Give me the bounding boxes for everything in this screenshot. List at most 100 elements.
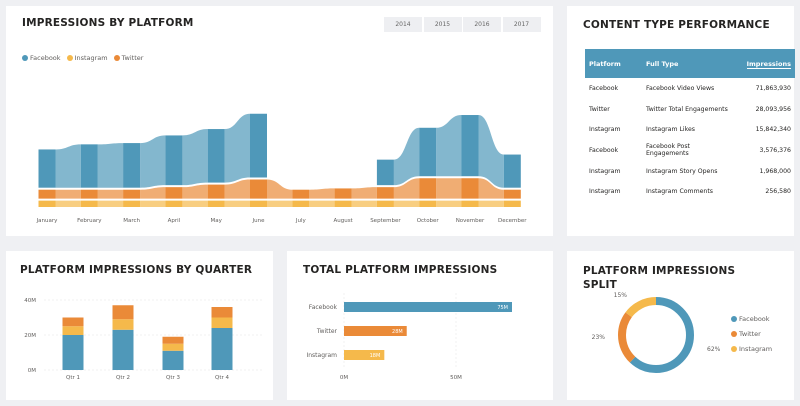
bar-instagram — [419, 200, 437, 207]
split-legend-twitter[interactable]: Twitter — [731, 326, 772, 341]
bar-facebook — [162, 350, 184, 370]
split-dot-facebook — [731, 315, 737, 322]
ribbon-twitter — [267, 179, 293, 199]
split-label-instagram: Instagram — [739, 344, 773, 353]
total-chart: Facebook 75M Twitter 28M Instagram 18M 0M 50M — [306, 293, 512, 381]
table-row[interactable]: Instagram Instagram Comments 256,580 — [585, 181, 795, 202]
table-row[interactable]: Twitter Twitter Total Engagements 28,093,9… — [585, 99, 795, 120]
split-legend-facebook[interactable]: Facebook — [731, 311, 772, 326]
y-tick-label: 40M — [24, 298, 36, 304]
year-tab-2016[interactable]: 2016 — [463, 17, 501, 32]
bar-twitter — [461, 178, 479, 199]
ribbon-instagram — [478, 200, 504, 207]
col-header-platform[interactable]: Platform — [585, 49, 642, 78]
slice-label-twitter: 23% — [592, 334, 606, 341]
ribbon-instagram — [182, 200, 208, 207]
slice-label-facebook: 62% — [707, 346, 721, 353]
ribbon-instagram — [267, 200, 293, 207]
bar-facebook — [112, 329, 134, 370]
ribbon-twitter — [97, 189, 124, 199]
slice-label-instagram: 15% — [614, 292, 628, 299]
x-tick-label: August — [333, 218, 353, 224]
ribbon-facebook — [182, 129, 208, 186]
table-row[interactable]: Facebook Facebook Post Engagements 3,576,3… — [585, 140, 795, 161]
donut-chart: 62% 23% 15% — [592, 292, 721, 373]
x-tick-label: Qtr 4 — [215, 375, 229, 381]
content-table: Platform Full Type Impressions Facebook F… — [585, 49, 795, 202]
table-row[interactable]: Instagram Instagram Story Opens 1,968,000 — [585, 161, 795, 182]
ribbon-twitter — [478, 178, 504, 199]
bar-instagram — [334, 200, 352, 207]
ribbon-chart: January February March April May June July Augu… — [36, 113, 527, 224]
bar-twitter — [165, 187, 183, 199]
split-dot-twitter — [731, 330, 737, 337]
bar-facebook — [503, 154, 521, 188]
bar-facebook — [419, 127, 437, 177]
legend-item-twitter[interactable]: Twitter — [113, 54, 144, 62]
y-tick-label: 20M — [24, 333, 36, 339]
legend-item-instagram[interactable]: Instagram — [66, 54, 108, 62]
impressions-card-title: IMPRESSIONS BY PLATFORM — [22, 17, 194, 29]
slice-twitter — [618, 297, 694, 373]
bar-twitter — [376, 187, 394, 199]
table-row[interactable]: Instagram Instagram Likes 15,842,340 — [585, 119, 795, 140]
cell-impressions: 71,863,930 — [755, 84, 791, 92]
data-label: 28M — [392, 329, 403, 335]
year-slicer: 2014 2015 2016 2017 — [384, 17, 542, 32]
ribbon-instagram — [436, 200, 462, 207]
split-card-title: PLATFORM IMPRESSIONS SPLIT — [583, 264, 735, 292]
table-row[interactable]: Facebook Facebook Video Views 71,863,930 — [585, 78, 795, 99]
year-tab-2017[interactable]: 2017 — [502, 17, 541, 32]
quarter-chart: 0M 20M 40M Qtr 1 Qtr 2 Qtr 3 Qtr 4 — [24, 298, 262, 381]
ribbon-instagram — [309, 200, 335, 207]
legend-item-facebook[interactable]: Facebook — [22, 54, 61, 62]
slice-instagram — [618, 297, 694, 373]
ribbon-instagram — [55, 200, 81, 207]
bar-instagram — [250, 200, 267, 207]
x-tick-label: May — [211, 218, 223, 224]
ribbon-instagram — [224, 200, 250, 207]
cell-impressions: 256,580 — [765, 188, 791, 196]
bar-instagram — [376, 200, 394, 207]
col-header-impressions[interactable]: Impressions — [732, 49, 795, 78]
year-tab-2014[interactable]: 2014 — [384, 17, 422, 32]
cell-full-type: Instagram Story Opens — [646, 167, 718, 175]
bar-instagram — [80, 200, 98, 207]
year-tab-2015[interactable]: 2015 — [423, 17, 462, 32]
quarter-card: PLATFORM IMPRESSIONS BY QUARTER 0M 20M 40M… — [6, 251, 273, 400]
bar-facebook — [80, 144, 98, 188]
data-label: 75M — [497, 305, 508, 311]
x-tick-label: October — [417, 218, 440, 224]
col-header-full-type[interactable]: Full Type — [642, 49, 732, 78]
cell-full-type: Facebook Post Engagements — [646, 143, 690, 158]
bar-instagram — [207, 200, 225, 207]
ribbon-twitter — [393, 178, 420, 199]
ribbon-instagram — [393, 200, 420, 207]
legend-dot-instagram — [66, 55, 73, 61]
bar-instagram — [165, 200, 183, 207]
legend-label-twitter: Twitter — [121, 54, 144, 62]
split-title-line2: SPLIT — [583, 279, 618, 291]
ribbon-facebook — [436, 115, 462, 177]
bar-facebook — [165, 135, 183, 186]
bar-twitter — [162, 336, 184, 344]
ribbon-instagram — [351, 200, 377, 207]
bar-instagram — [211, 317, 233, 328]
bar-facebook — [344, 302, 512, 312]
ribbon-instagram — [140, 200, 166, 207]
bar-facebook — [62, 335, 84, 370]
x-tick-label: November — [456, 218, 485, 224]
cell-full-type: Instagram Likes — [646, 126, 696, 134]
bar-facebook — [207, 129, 225, 183]
x-tick-label: July — [295, 218, 307, 224]
split-legend-instagram[interactable]: Instagram — [731, 341, 772, 356]
x-tick-label: Qtr 3 — [166, 375, 180, 381]
cell-platform: Instagram — [589, 188, 621, 196]
bar-facebook — [211, 328, 233, 370]
cell-full-type: Instagram Comments — [646, 188, 713, 196]
ribbon-facebook — [140, 135, 166, 188]
total-card: TOTAL PLATFORM IMPRESSIONS Facebook 75M Tw… — [287, 251, 553, 400]
bar-twitter — [250, 179, 267, 199]
ribbon-facebook — [55, 144, 81, 188]
legend-label-instagram: Instagram — [74, 54, 108, 62]
